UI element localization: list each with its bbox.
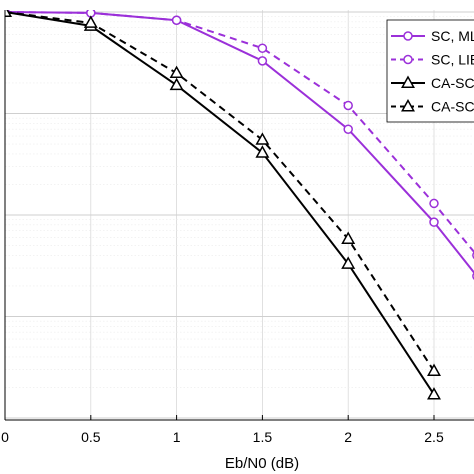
- data-point: [427, 387, 441, 400]
- series-line-2: [5, 11, 435, 396]
- legend-marker: [403, 54, 413, 65]
- data-point: [171, 15, 182, 25]
- data-point: [343, 124, 353, 134]
- data-point: [343, 100, 353, 111]
- legend-marker: [403, 31, 413, 41]
- data-point: [341, 256, 356, 269]
- x-axis-label: Eb/N0 (dB): [225, 455, 299, 472]
- data-point: [429, 198, 439, 209]
- legend-label: SC, LIB: [431, 52, 474, 68]
- data-point: [427, 363, 441, 377]
- series-clip-group: [5, 10, 474, 400]
- data-point: [5, 10, 12, 17]
- data-point: [169, 65, 184, 79]
- series-layer: [5, 10, 474, 400]
- legend: SC, MLE SC, LIB CA-SCL CA-SCL: [386, 19, 474, 123]
- series-line-3: [5, 11, 435, 372]
- data-point: [257, 43, 268, 53]
- x-tick-label: 1.5: [253, 429, 273, 445]
- x-tick-label: 0: [1, 429, 9, 445]
- x-tick-label: 0.5: [81, 429, 101, 445]
- legend-marker: [401, 75, 415, 88]
- legend-label: CA-SCL: [431, 75, 474, 91]
- data-point: [83, 15, 98, 28]
- data-point: [255, 132, 270, 145]
- data-point: [341, 231, 356, 244]
- x-tick-label: 2.5: [424, 429, 444, 445]
- legend-marker: [401, 98, 415, 112]
- legend-label: SC, MLE: [431, 28, 474, 44]
- x-tick-label: 2: [344, 429, 352, 445]
- data-point: [255, 145, 270, 158]
- x-ticks: 0 0.5 1 1.5 2 2.5: [1, 415, 444, 445]
- data-point: [169, 77, 184, 91]
- x-tick-label: 1: [173, 429, 181, 445]
- data-point: [257, 56, 268, 66]
- data-point: [429, 217, 439, 227]
- legend-label: CA-SCL: [431, 99, 474, 115]
